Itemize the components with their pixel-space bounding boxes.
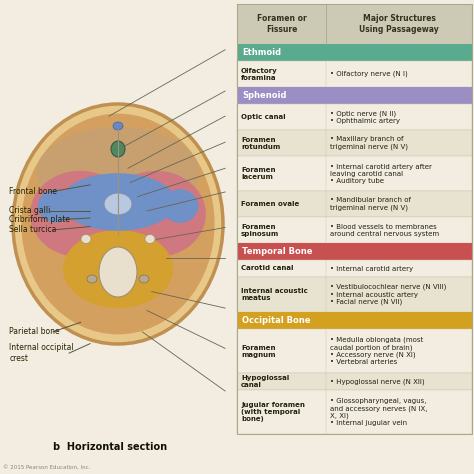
Text: Foramen
spinosum: Foramen spinosum [241, 224, 279, 237]
Text: Occipital Bone: Occipital Bone [242, 316, 310, 325]
Text: Olfactory
foramina: Olfactory foramina [241, 67, 278, 81]
Text: Internal occipital
crest: Internal occipital crest [9, 344, 74, 363]
Ellipse shape [104, 193, 132, 215]
Ellipse shape [145, 235, 155, 244]
Text: • Hypoglossal nerve (N XII): • Hypoglossal nerve (N XII) [330, 378, 425, 385]
Text: • Blood vessels to membranes
around central nervous system: • Blood vessels to membranes around cent… [330, 224, 439, 237]
Ellipse shape [111, 141, 125, 157]
Bar [237, 329, 472, 373]
Ellipse shape [13, 104, 223, 344]
Text: • Medulla oblongata (most
caudal portion of brain)
• Accessory nerve (N XI)
• Ve: • Medulla oblongata (most caudal portion… [330, 337, 424, 365]
Text: • Olfactory nerve (N I): • Olfactory nerve (N I) [330, 71, 408, 77]
Text: • Internal carotid artery after
leaving carotid canal
• Auditory tube: • Internal carotid artery after leaving … [330, 164, 432, 183]
Text: • Maxillary branch of
trigeminal nerve (N V): • Maxillary branch of trigeminal nerve (… [330, 136, 408, 150]
Text: Sella turcica: Sella turcica [9, 226, 57, 234]
Text: Jugular foramen
(with temporal
bone): Jugular foramen (with temporal bone) [241, 402, 305, 422]
Bar [237, 44, 472, 61]
Text: Foramen ovale: Foramen ovale [241, 201, 299, 207]
Text: Temporal Bone: Temporal Bone [242, 247, 312, 256]
Bar [237, 4, 472, 44]
Ellipse shape [81, 235, 91, 244]
Bar [237, 390, 472, 434]
Bar [237, 104, 472, 130]
Text: Sphenoid: Sphenoid [242, 91, 286, 100]
Text: © 2015 Pearson Education, Inc.: © 2015 Pearson Education, Inc. [3, 465, 91, 470]
Ellipse shape [113, 122, 123, 130]
Text: Internal acoustic
meatus: Internal acoustic meatus [241, 288, 308, 301]
Bar [237, 156, 472, 191]
Text: b  Horizontal section: b Horizontal section [53, 442, 167, 452]
Text: Ethmoid: Ethmoid [242, 48, 281, 57]
Text: Major Structures
Using Passageway: Major Structures Using Passageway [359, 14, 439, 34]
Bar [237, 277, 472, 312]
Ellipse shape [139, 275, 149, 283]
Text: • Internal carotid artery: • Internal carotid artery [330, 265, 413, 272]
Text: Carotid canal: Carotid canal [241, 265, 293, 272]
Bar [237, 191, 472, 217]
Text: • Vestibulocochlear nerve (N VIII)
• Internal acoustic artery
• Facial nerve (N : • Vestibulocochlear nerve (N VIII) • Int… [330, 284, 447, 305]
Bar [237, 312, 472, 329]
Text: Foramen
rotundum: Foramen rotundum [241, 137, 280, 149]
Ellipse shape [60, 173, 176, 231]
Text: • Optic nerve (N II)
• Ophthalmic artery: • Optic nerve (N II) • Ophthalmic artery [330, 110, 401, 124]
Text: • Mandibular branch of
trigeminal nerve (N V): • Mandibular branch of trigeminal nerve … [330, 197, 411, 211]
Text: Foramen
lacerum: Foramen lacerum [241, 167, 275, 180]
Ellipse shape [106, 171, 206, 257]
Ellipse shape [37, 189, 74, 223]
Ellipse shape [63, 230, 173, 308]
Bar [237, 130, 472, 156]
Ellipse shape [87, 275, 97, 283]
Ellipse shape [162, 189, 199, 223]
Text: Frontal bone: Frontal bone [9, 188, 57, 196]
Text: Foramen or
Fissure: Foramen or Fissure [257, 14, 307, 34]
Bar [237, 87, 472, 104]
Bar [237, 4, 472, 434]
Ellipse shape [30, 171, 130, 257]
Bar [237, 61, 472, 87]
Bar [237, 373, 472, 390]
Ellipse shape [36, 127, 200, 217]
Text: Foramen
magnum: Foramen magnum [241, 345, 275, 357]
Text: Parietal bone: Parietal bone [9, 328, 60, 336]
Bar [237, 243, 472, 260]
Text: Cribriform plate: Cribriform plate [9, 215, 71, 224]
Ellipse shape [99, 247, 137, 297]
Text: Crista galli: Crista galli [9, 207, 51, 215]
Ellipse shape [21, 114, 215, 334]
Text: Hypoglossal
canal: Hypoglossal canal [241, 375, 289, 388]
Text: • Glossopharyngeal, vagus,
and accessory nerves (N IX,
X, XI)
• Internal jugular: • Glossopharyngeal, vagus, and accessory… [330, 398, 428, 426]
Text: Optic canal: Optic canal [241, 114, 286, 120]
Bar [237, 260, 472, 277]
Bar [237, 217, 472, 243]
